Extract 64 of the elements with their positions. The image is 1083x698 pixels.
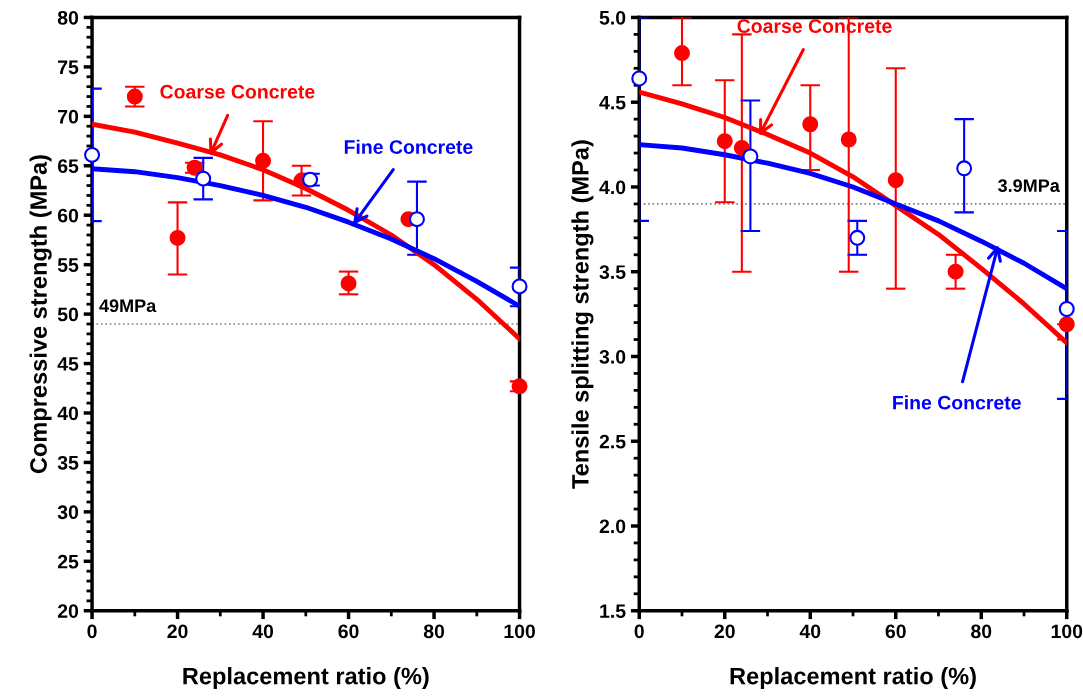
x-tick-label: 100 [1051, 624, 1083, 639]
y-tick-label: 40 [57, 406, 79, 421]
y-tick-label: 65 [57, 159, 79, 174]
ref-line-label: 3.9MPa [998, 179, 1060, 193]
y-tick-label: 75 [58, 60, 79, 75]
point [742, 148, 759, 165]
point [195, 170, 212, 187]
point [84, 146, 101, 163]
y-tick-label: 5.0 [599, 10, 626, 25]
point [887, 172, 904, 189]
y-tick-label: 4.5 [599, 95, 626, 110]
point [674, 45, 690, 62]
x-axis-title: Replacement ratio (%) [730, 667, 976, 690]
y-tick-label: 30 [57, 505, 79, 520]
y-tick-label: 1.5 [600, 604, 626, 618]
y-tick-label: 60 [57, 208, 79, 223]
x-tick-label: 40 [252, 624, 274, 639]
point [255, 152, 272, 169]
y-axis-title: Compressive strength (MPa) [29, 155, 52, 474]
x-tick-label: 20 [714, 624, 735, 639]
point [340, 275, 357, 292]
point [511, 278, 528, 295]
point [511, 378, 528, 395]
x-tick-label: 100 [504, 624, 535, 639]
x-tick-label: 80 [971, 624, 992, 639]
point [631, 70, 648, 87]
y-tick-label: 2.0 [599, 519, 626, 534]
y-tick-label: 35 [57, 455, 79, 470]
y-tick-label: 55 [57, 258, 79, 272]
x-tick-label: 80 [423, 624, 445, 639]
x-tick-label: 40 [799, 624, 821, 639]
y-tick-label: 4.0 [599, 180, 626, 195]
x-tick-label: 0 [87, 624, 97, 639]
annotation: Fine Concrete [893, 395, 1021, 410]
point [716, 133, 733, 150]
y-axis-title: Tensile splitting strength (MPa) [571, 140, 594, 489]
point [956, 160, 973, 177]
y-tick-label: 45 [57, 357, 79, 371]
y-tick-label: 2.5 [599, 434, 626, 449]
point [169, 229, 186, 246]
line-series [92, 121, 520, 342]
y-tick-label: 70 [58, 109, 79, 124]
ref-line-label: 49MPa [99, 299, 157, 313]
point [1058, 301, 1075, 317]
annotation: Coarse Concrete [160, 84, 315, 99]
x-tick-label: 0 [634, 624, 644, 639]
point [1058, 316, 1075, 333]
x-axis-title: Replacement ratio (%) [183, 667, 429, 690]
point [849, 229, 866, 246]
y-tick-label: 25 [57, 554, 79, 569]
y-tick-label: 3.5 [599, 265, 626, 279]
point [802, 116, 819, 133]
y-tick-label: 80 [57, 10, 79, 25]
x-tick-label: 20 [167, 624, 188, 639]
y-tick-label: 50 [57, 307, 79, 322]
y-tick-label: 20 [57, 604, 79, 618]
annotation: Fine Concrete [344, 139, 473, 154]
line-series [639, 142, 1067, 292]
point [947, 263, 964, 280]
x-tick-label: 60 [338, 624, 359, 639]
point [408, 211, 425, 228]
y-tick-label: 3.0 [599, 349, 626, 364]
x-tick-label: 60 [885, 624, 906, 639]
point [840, 131, 857, 148]
